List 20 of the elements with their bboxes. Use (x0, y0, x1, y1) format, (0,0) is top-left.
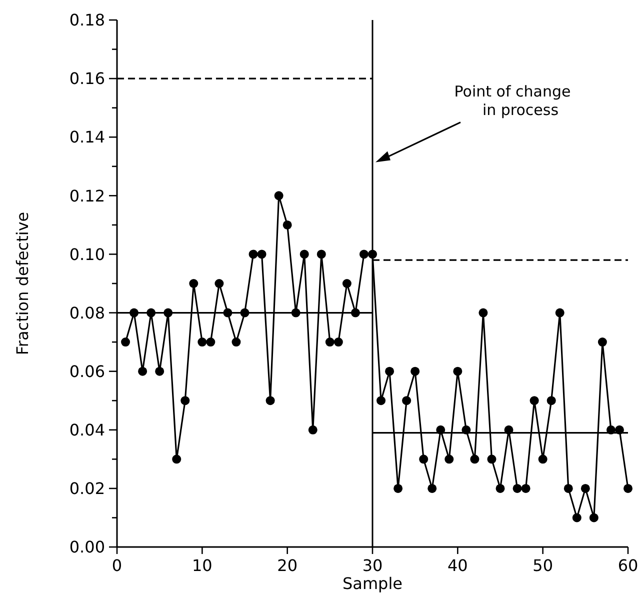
y-tick-label: 0.18 (69, 10, 105, 30)
annotation: Point of change in process (454, 82, 571, 120)
y-tick-label: 0.04 (69, 420, 105, 440)
y-tick-label: 0.12 (69, 186, 105, 206)
y-tick-label: 0.14 (69, 128, 105, 147)
y-tick-label: 0.10 (69, 244, 105, 264)
y-tick-label: 0.06 (69, 362, 105, 381)
y-axis-title: Fraction defective (13, 212, 32, 356)
x-axis-title: Sample (342, 574, 402, 593)
x-tick-label: 10 (192, 556, 212, 575)
x-tick-label: 30 (362, 556, 383, 575)
x-tick-label: 0 (112, 556, 122, 575)
y-tick-label: 0.08 (69, 303, 105, 322)
y-tick-label: 0.16 (69, 69, 105, 88)
x-tick-label: 60 (618, 556, 638, 575)
x-tick-label: 50 (532, 556, 554, 575)
y-tick-label: 0.02 (69, 479, 105, 498)
x-tick-label: 20 (277, 556, 298, 575)
y-tick-label: 0.00 (69, 538, 105, 557)
x-tick-label: 40 (447, 556, 468, 575)
